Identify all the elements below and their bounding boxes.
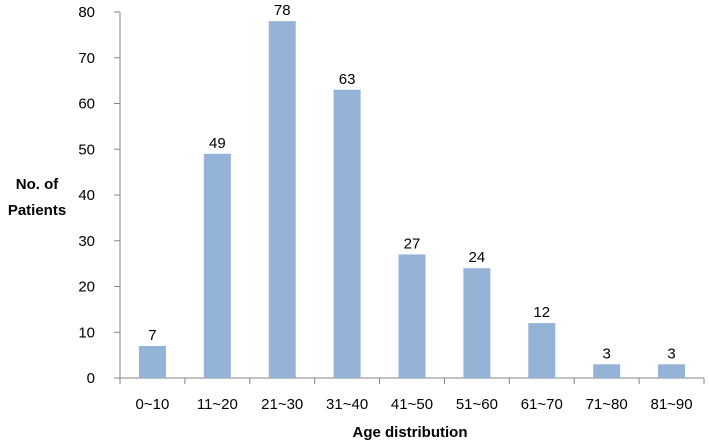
x-tick-label: 0~10 [136, 396, 170, 413]
x-tick-label: 81~90 [650, 396, 692, 413]
y-tick-label: 60 [78, 96, 95, 113]
x-tick-label: 41~50 [391, 396, 433, 413]
y-tick-label: 30 [78, 233, 95, 250]
y-tick-label: 20 [78, 279, 95, 296]
bar-61~70 [528, 323, 556, 378]
y-axis-title-line-2: Patients [8, 202, 66, 219]
bar-11~20 [203, 153, 231, 378]
data-label-51~60: 24 [469, 249, 486, 266]
x-tick-label: 51~60 [456, 396, 498, 413]
y-tick-label: 50 [78, 141, 95, 158]
bar-41~50 [398, 254, 426, 378]
y-tick-label: 70 [78, 50, 95, 67]
data-label-31~40: 63 [339, 71, 356, 88]
bar-0~10 [138, 345, 166, 378]
bar-51~60 [463, 268, 491, 378]
data-label-71~80: 3 [602, 345, 610, 362]
x-tick-label: 11~20 [197, 396, 238, 413]
x-tick-label: 21~30 [261, 396, 303, 413]
bar-71~80 [593, 364, 621, 378]
x-tick-label: 61~70 [521, 396, 563, 413]
x-axis: 0~10 11~20 21~30 31~40 41~50 51~60 61~70 71~80 8… [119, 377, 705, 413]
bars [138, 21, 686, 379]
y-axis: 0 10 20 30 40 50 60 70 80 [78, 4, 121, 387]
y-tick-label: 10 [78, 324, 95, 341]
x-tick-label: 71~80 [586, 396, 628, 413]
data-label-0~10: 7 [148, 327, 156, 344]
bar-31~40 [333, 89, 361, 379]
y-tick-label: 80 [78, 4, 95, 21]
x-tick-label: 31~40 [326, 396, 368, 413]
data-label-21~30: 78 [274, 2, 291, 19]
y-axis-title-line-1: No. of [16, 176, 59, 193]
data-label-81~90: 3 [667, 345, 675, 362]
data-labels: 7 49 78 63 27 24 12 3 3 [148, 2, 675, 362]
bar-81~90 [658, 364, 686, 378]
data-label-41~50: 27 [404, 235, 421, 252]
y-tick-label: 0 [87, 370, 95, 387]
x-axis-title: Age distribution [353, 424, 468, 441]
data-label-11~20: 49 [209, 135, 226, 152]
bar-21~30 [268, 21, 296, 379]
y-tick-label: 40 [78, 187, 95, 204]
data-label-61~70: 12 [533, 304, 550, 321]
